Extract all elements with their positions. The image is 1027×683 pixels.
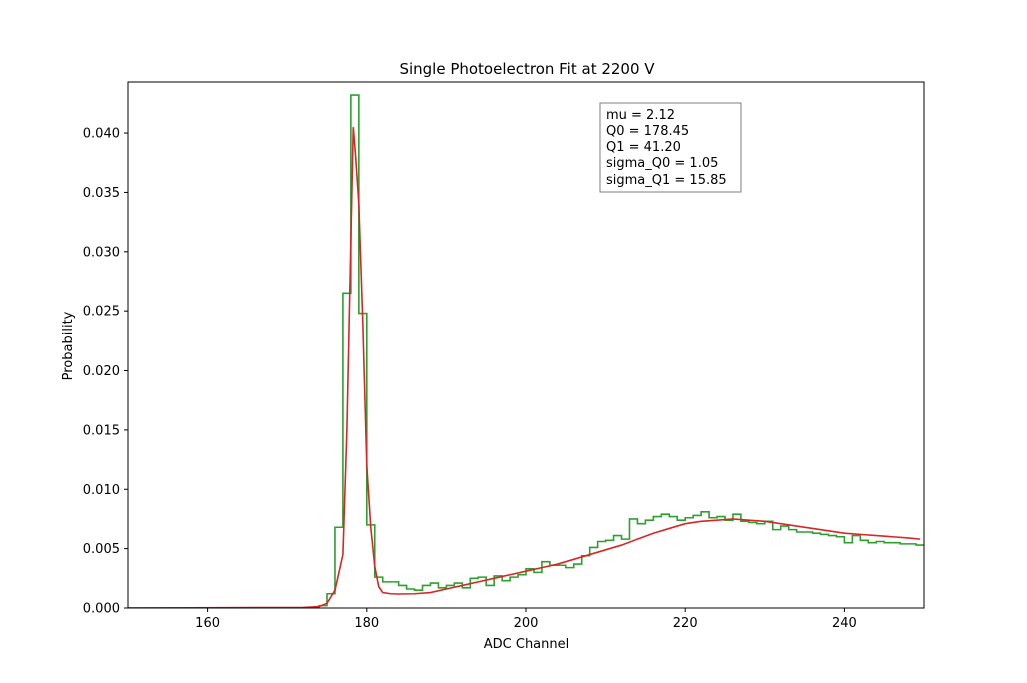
series-group bbox=[128, 94, 924, 608]
annotation-line-2: Q0 = 178.45 bbox=[606, 124, 689, 139]
y-tick-label: 0.020 bbox=[83, 364, 120, 379]
x-axis-label: ADC Channel bbox=[484, 637, 569, 652]
fit-curve-series bbox=[128, 127, 921, 608]
annotation-line-4: sigma_Q0 = 1.05 bbox=[606, 156, 718, 171]
x-tick-label: 220 bbox=[673, 616, 698, 631]
histogram-series bbox=[128, 94, 924, 608]
axes-frame bbox=[127, 81, 925, 609]
annotation-line-3: Q1 = 41.20 bbox=[606, 140, 681, 155]
y-tick-label: 0.030 bbox=[83, 245, 120, 260]
y-tick-label: 0.010 bbox=[83, 483, 120, 498]
y-tick-label: 0.040 bbox=[83, 127, 120, 142]
y-tick-label: 0.035 bbox=[83, 186, 120, 201]
annotation-box: mu = 2.12 Q0 = 178.45 Q1 = 41.20 sigma_Q… bbox=[599, 102, 742, 193]
y-tick-label: 0.025 bbox=[83, 305, 120, 320]
plot-area: 160 180 200 220 240 0.000 0.005 0.010 0.015 0.020… bbox=[83, 81, 925, 631]
x-tick-label: 200 bbox=[514, 616, 539, 631]
x-tick-label: 240 bbox=[832, 616, 857, 631]
x-tick-label: 180 bbox=[354, 616, 379, 631]
annotation-line-1: mu = 2.12 bbox=[606, 108, 675, 123]
y-tick-label: 0.015 bbox=[83, 423, 120, 438]
chart-title: Single Photoelectron Fit at 2200 V bbox=[399, 60, 655, 78]
y-tick-label: 0.005 bbox=[83, 542, 120, 557]
annotation-line-5: sigma_Q1 = 15.85 bbox=[606, 173, 727, 188]
y-axis-label: Probability bbox=[61, 311, 76, 380]
x-tick-label: 160 bbox=[195, 616, 220, 631]
y-tick-label: 0.000 bbox=[83, 602, 120, 617]
